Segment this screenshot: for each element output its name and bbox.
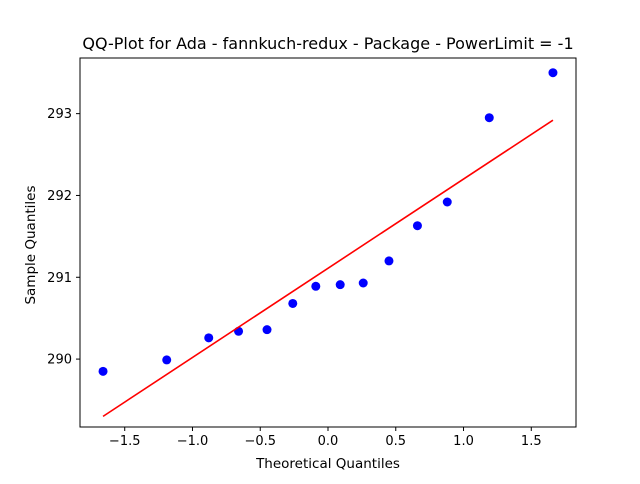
data-point	[412, 221, 422, 231]
y-axis-label: Sample Quantiles	[23, 185, 39, 304]
data-point	[358, 278, 368, 288]
x-axis-label: Theoretical Quantiles	[255, 456, 400, 472]
data-point	[204, 333, 214, 343]
y-tick-label: 290	[47, 353, 72, 368]
y-tick-label: 292	[47, 189, 72, 204]
x-tick-label: 0.0	[318, 434, 339, 449]
chart-title: QQ-Plot for Ada - fannkuch-redux - Packa…	[82, 34, 573, 53]
data-point	[548, 68, 558, 78]
data-point	[98, 366, 108, 376]
x-tick-label: −1.0	[177, 434, 209, 449]
data-point	[288, 298, 298, 308]
data-point	[234, 326, 244, 336]
x-tick-label: −0.5	[244, 434, 276, 449]
data-point	[311, 281, 321, 291]
data-point	[484, 113, 494, 123]
y-tick-label: 291	[47, 271, 72, 286]
plot-area: −1.5 −1.0 −0.5 0.0 0.5 1.0 1.5 290 291 292 293	[47, 57, 577, 449]
data-point	[335, 280, 345, 290]
data-point	[262, 325, 272, 335]
data-point	[442, 197, 452, 207]
y-tick-label: 293	[47, 107, 72, 122]
x-tick-label: −1.5	[109, 434, 141, 449]
reference-line	[102, 119, 554, 418]
x-tick-label: 1.5	[521, 434, 542, 449]
x-tick-label: 0.5	[385, 434, 406, 449]
axes-frame	[79, 57, 577, 428]
data-point	[162, 355, 172, 365]
x-tick-label: 1.0	[453, 434, 474, 449]
data-point	[384, 256, 394, 266]
